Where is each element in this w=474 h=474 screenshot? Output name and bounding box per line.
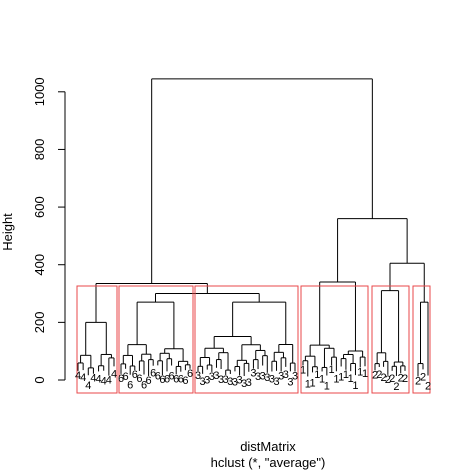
leaf-label: 2 [420,371,426,383]
leaf-label: 3 [292,370,298,382]
leaf-label: 1 [338,371,344,383]
cluster-box-group-1 [76,285,118,394]
leaf-label: 2 [393,381,399,393]
leaf-label: 6 [169,371,175,383]
leaf-label: 3 [223,374,229,386]
leaf-label: 1 [343,369,349,381]
leaf-label: 3 [227,376,233,388]
leaf-label: 6 [187,368,193,380]
leaf-label: 4 [106,375,112,387]
leaf-label: 3 [200,376,206,388]
leaf-label: 4 [85,380,91,392]
x-axis-title: distMatrix [240,439,296,454]
leaf-label: 6 [159,374,165,386]
leaf-label: 6 [118,373,124,385]
cluster-box-group-5 [371,285,410,394]
leaf-label: 2 [402,373,408,385]
leaf-label: 4 [90,373,96,385]
leaf-label: 4 [96,373,102,385]
leaf-label: 2 [372,369,378,381]
y-tick-label-800: 800 [32,139,47,161]
y-tick-label-600: 600 [32,196,47,218]
leaf-label: 3 [250,368,256,380]
leaf-label: 3 [273,376,279,388]
leaf-label: 1 [352,380,358,392]
y-tick-label-1000: 1000 [32,77,47,106]
cluster-boxes [76,285,431,394]
leaf-label: 2 [385,374,391,386]
leaf-label: 6 [182,375,188,387]
leaf-label: 1 [305,378,311,390]
leaf-label: 4 [101,376,107,388]
leaf-label: 3 [241,378,247,390]
leaf-label: 6 [141,380,147,392]
leaf-label: 2 [415,376,421,388]
leaf-label: 3 [278,370,284,382]
leaf-label: 4 [75,370,81,382]
cluster-box-group-2 [118,285,194,394]
leaf-label: 3 [213,370,219,382]
y-axis-title: Height [0,213,15,251]
leaf-label: 1 [329,364,335,376]
leaf-label: 1 [348,373,354,385]
leaf-label: 1 [357,366,363,378]
leaf-label: 1 [300,365,306,377]
leaf-label: 1 [309,377,315,389]
cluster-box-group-4 [300,285,369,394]
y-tick-label-400: 400 [32,254,47,276]
leaf-label: 3 [195,370,201,382]
leaf-label: 3 [283,369,289,381]
leaf-label: 3 [237,375,243,387]
leaf-label: 6 [123,371,129,383]
leaf-label: 3 [204,375,210,387]
leaf-label: 3 [218,374,224,386]
leaf-label: 6 [155,370,161,382]
x-axis-subtitle: hclust (*, "average") [211,455,326,470]
leaf-label: 6 [132,369,138,381]
leaf-label: 3 [246,377,252,389]
leaf-label: 4 [80,372,86,384]
leaf-label: 3 [209,371,215,383]
leaf-label: 1 [362,368,368,380]
y-axis: 0 200 400 600 800 1000 [32,77,66,384]
leaf-label: 6 [164,373,170,385]
leaf-label: 3 [255,371,261,383]
leaf-label: 1 [333,373,339,385]
leaf-label: 2 [425,381,431,393]
leaf-label: 3 [260,371,266,383]
leaf-label: 1 [314,369,320,381]
leaf-label: 2 [389,373,395,385]
y-tick-label-0: 0 [32,376,47,383]
leaf-label: 1 [324,381,330,393]
leaf-label: 2 [398,372,404,384]
cluster-box-group-3 [194,285,299,394]
leaf-label: 6 [173,373,179,385]
leaf-label: 3 [287,376,293,388]
leaf-label: 4 [111,368,117,380]
leaf-label: 6 [150,368,156,380]
cluster-box-group-6 [412,285,431,394]
leaf-label: 3 [264,372,270,384]
leaf-label: 1 [319,373,325,385]
leaf-label: 2 [376,369,382,381]
dendrogram-tree [77,78,429,377]
leaf-label: 6 [127,380,133,392]
leaf-label: 6 [136,373,142,385]
leaf-label: 2 [381,372,387,384]
leaf-label: 6 [146,375,152,387]
leaf-label: 3 [232,376,238,388]
y-tick-label-200: 200 [32,312,47,334]
leaf-label: 3 [269,373,275,385]
leaf-label: 6 [178,374,184,386]
